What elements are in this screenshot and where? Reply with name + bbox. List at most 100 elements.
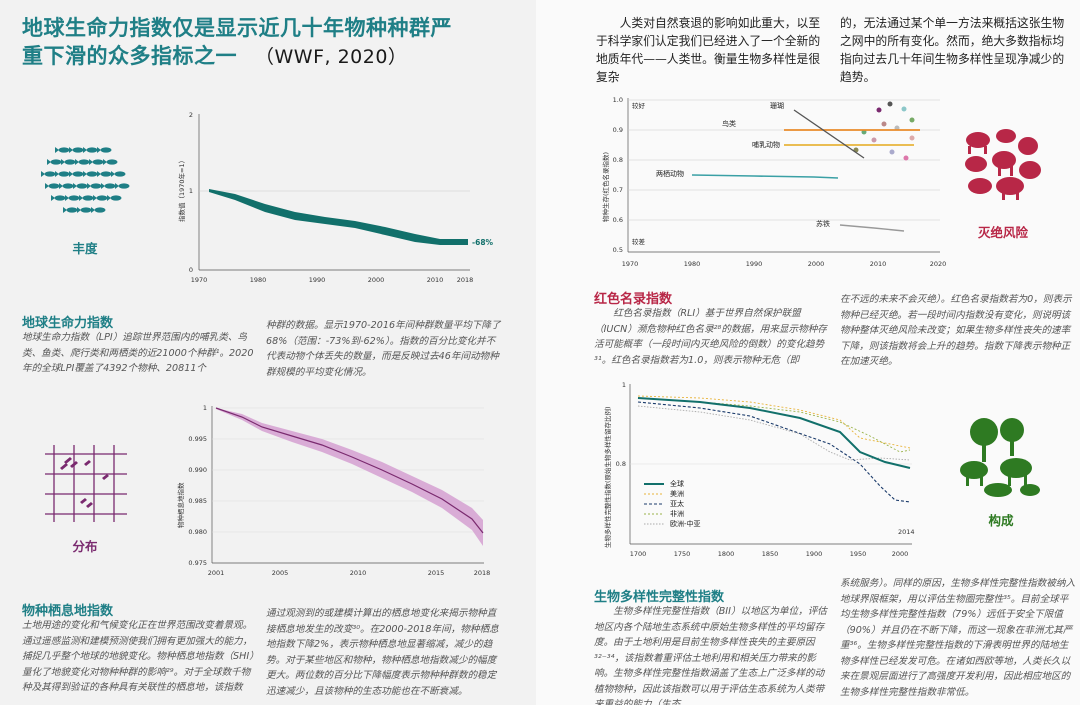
- rli-corals-label: 珊瑚: [770, 101, 784, 110]
- rli-top-label: 较好: [632, 101, 646, 110]
- bii-xtick: 1700: [630, 550, 647, 558]
- fish-shape: [77, 207, 92, 213]
- rli-corals-line: [793, 109, 865, 159]
- bii-global-line: [637, 397, 911, 469]
- rli-amphibians-line: [691, 174, 839, 179]
- lpi-chart-svg: 2 1 0 指数值（1970年=1） 1970 1980 1990 2000 2…: [177, 111, 494, 284]
- fish-shape: [115, 183, 130, 189]
- bii-legend: 全球 美洲 亚太 非洲 欧洲-中亚: [644, 479, 701, 528]
- shi-xtick: 2010: [350, 569, 367, 577]
- fish-shape: [55, 171, 70, 177]
- shi-xtick: 2018: [474, 569, 491, 577]
- bii-europe-central-asia-line: [637, 405, 911, 461]
- fish-shape: [79, 195, 94, 201]
- fish-shape: [93, 195, 108, 201]
- bii-text-col2: 系统服务）。同样的原因，生物多样性完整性指数被纳入地球界限框架，用以评估生物圈完…: [840, 578, 1076, 698]
- rli-xtick: 1990: [746, 260, 763, 268]
- lpi-text-col1: 地球生命力指数（LPI）追踪世界范围内的哺乳类、鸟类、鱼类、爬行类和两栖类的近2…: [22, 332, 254, 374]
- lpi-section-title: 地球生命力指数: [22, 316, 114, 331]
- rli-section-title: 红色名录指数: [594, 292, 673, 307]
- rli-ytick: 0.5: [613, 246, 623, 254]
- rli-cycads-line: [839, 224, 905, 232]
- rli-birds-label: 鸟类: [722, 119, 736, 128]
- shi-xtick: 2015: [428, 569, 445, 577]
- lpi-text-col2: 种群的数据。显示1970-2016年间种群数量平均下降了68%（范围：-73%到…: [266, 320, 501, 378]
- lpi-xtick: 2000: [368, 276, 385, 284]
- bii-america-line: [637, 395, 911, 449]
- distribution-grid-graphic: [45, 445, 127, 522]
- rli-projection-dots: [853, 101, 915, 161]
- lpi-xtick: 2018: [457, 276, 474, 284]
- rli-xtick: 1980: [684, 260, 701, 268]
- fish-shape: [83, 171, 98, 177]
- lpi-ytick: 2: [189, 111, 193, 119]
- page-title: 地球生命力指数仅是显示近几十年物种种群严 重下滑的众多指标之一 （WWF, 202…: [22, 14, 522, 71]
- plants-animals-icon: [954, 412, 1046, 502]
- rli-xtick: 2010: [870, 260, 887, 268]
- bii-xtick: 1850: [762, 550, 779, 558]
- rli-xtick: 2000: [808, 260, 825, 268]
- bii-legend-global: 全球: [670, 479, 684, 488]
- bii-ylabel: 生物多样性完整性指数(原始生物多样性留存比例): [603, 406, 612, 548]
- bii-xtick: 1800: [718, 550, 735, 558]
- bii-xtick: 1900: [806, 550, 823, 558]
- fish-shape: [73, 183, 88, 189]
- lpi-ytick: 1: [189, 187, 193, 195]
- lpi-chart: 2 1 0 指数值（1970年=1） 1970 1980 1990 2000 2…: [175, 100, 505, 295]
- rli-ytick: 0.9: [613, 126, 623, 134]
- rli-chart-svg: 1.0 0.9 0.8 0.7 0.6 0.5 物种生存(红色名录指数) 较好 …: [601, 96, 946, 268]
- fish-shape: [97, 171, 112, 177]
- fish-shape: [45, 183, 60, 189]
- fish-shape: [51, 195, 66, 201]
- left-page: [0, 0, 536, 705]
- shi-xtick: 2001: [208, 569, 225, 577]
- rli-ytick: 0.7: [613, 186, 623, 194]
- fish-school-icon: [40, 142, 132, 222]
- rli-ytick: 0.6: [613, 216, 623, 224]
- bii-end-year-label: 2014: [898, 528, 915, 536]
- fish-shape: [47, 159, 62, 165]
- bii-text-col1: 生物多样性完整性指数（BII）以地区为单位，评估地区内各个陆地生态系统中原始生物…: [594, 606, 827, 705]
- shi-xtick: 2005: [272, 569, 289, 577]
- plants-animals-graphic: [960, 418, 1040, 497]
- abundance-label: 丰度: [72, 241, 98, 256]
- intro-text-col1: 人类对自然衰退的影响如此重大，以至于科学家们认定我们已经进入了一个全新的地质年代…: [596, 16, 821, 84]
- rli-xtick: 2020: [930, 260, 946, 268]
- fish-shape: [55, 147, 70, 153]
- lpi-ylabel: 指数值（1970年=1）: [177, 157, 186, 222]
- rli-ytick: 0.8: [613, 156, 623, 164]
- fish-shape: [41, 171, 56, 177]
- endangered-animals-icon: [958, 126, 1046, 202]
- shi-text-col1: 土地用途的变化和气候变化正在世界范围改变着景观。通过遥感监测和建模预测使我们拥有…: [22, 620, 254, 693]
- shi-ytick: 0.995: [188, 435, 207, 443]
- bii-xtick: 2000: [892, 550, 909, 558]
- endangered-animals-graphic: [965, 129, 1041, 200]
- bii-xtick: 1750: [674, 550, 691, 558]
- shi-ytick: 0.975: [188, 559, 207, 567]
- rli-cycads-label: 苏铁: [816, 219, 830, 228]
- title-reference: （WWF, 2020）: [255, 46, 408, 68]
- bii-section-title: 生物多样性完整性指数: [594, 590, 725, 605]
- title-line-1: 地球生命力指数仅是显示近几十年物种种群严: [22, 16, 452, 40]
- fish-shape: [69, 171, 84, 177]
- bii-legend-america: 美洲: [670, 489, 684, 498]
- title-line-2: 重下滑的众多指标之一: [22, 44, 237, 68]
- fish-shape: [91, 207, 106, 213]
- shi-ytick: 1: [203, 404, 207, 412]
- fish-shape: [107, 195, 122, 201]
- rli-amphibians-label: 两栖动物: [656, 169, 684, 178]
- shi-index-line: [215, 407, 484, 534]
- shi-ytick: 0.990: [188, 466, 207, 474]
- distribution-label: 分布: [72, 539, 98, 554]
- fish-shape: [69, 147, 84, 153]
- fish-shape: [59, 183, 74, 189]
- shi-ylabel: 物种栖息地指数: [176, 482, 185, 528]
- shi-uncertainty-band: [216, 408, 483, 546]
- fish-school-graphic: [41, 147, 130, 213]
- lpi-end-label: -68%: [472, 238, 494, 247]
- intro-text-col2: 的，无法通过某个单一方法来概括这张生物之网中的所有变化。然而，绝大多数指标均指向…: [840, 16, 1065, 84]
- fish-shape: [87, 183, 102, 189]
- rli-mammals-label: 哺乳动物: [752, 140, 780, 149]
- fish-shape: [83, 147, 98, 153]
- lpi-xtick: 1990: [309, 276, 326, 284]
